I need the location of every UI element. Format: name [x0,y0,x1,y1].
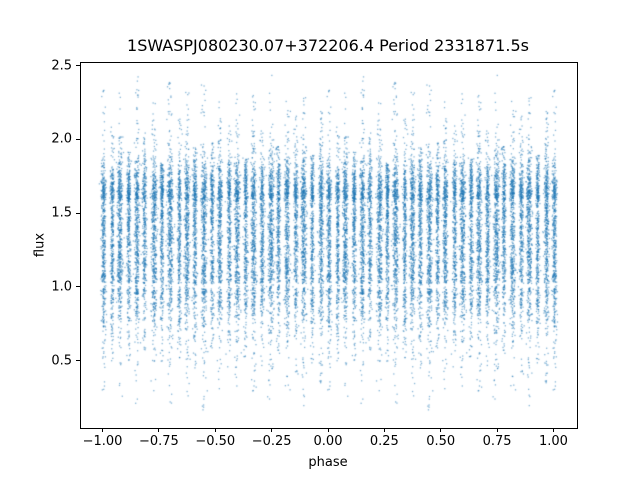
x-tick-label: −0.25 [251,434,292,449]
y-axis-label: flux [32,232,48,258]
x-tick-mark [383,428,385,432]
x-tick-mark [552,428,554,432]
x-tick-label: −0.50 [195,434,236,449]
y-tick-label: 2.0 [51,131,72,147]
x-tick-mark [102,428,104,432]
y-tick-label: 1.5 [51,205,72,221]
x-tick-mark [271,428,273,432]
scatter-plot-canvas [81,63,577,428]
y-tick-mark [76,138,80,140]
plot-area [80,62,578,429]
x-tick-mark [496,428,498,432]
y-tick-mark [76,65,80,67]
x-tick-label: 0.25 [369,434,399,449]
x-tick-mark [158,428,160,432]
x-tick-label: −1.00 [82,434,123,449]
y-tick-label: 1.0 [51,279,72,295]
x-tick-label: −0.75 [138,434,179,449]
x-tick-label: 1.00 [538,434,568,449]
x-tick-label: 0.00 [313,434,343,449]
x-axis-label: phase [308,455,348,470]
x-tick-mark [440,428,442,432]
y-tick-mark [76,286,80,288]
y-tick-mark [76,360,80,362]
chart-title: 1SWASPJ080230.07+372206.4 Period 2331871… [127,36,529,55]
x-tick-mark [214,428,216,432]
y-tick-mark [76,212,80,214]
x-tick-mark [327,428,329,432]
y-tick-label: 0.5 [51,353,72,369]
x-tick-label: 0.75 [482,434,512,449]
x-tick-label: 0.50 [426,434,456,449]
y-tick-label: 2.5 [51,58,72,74]
